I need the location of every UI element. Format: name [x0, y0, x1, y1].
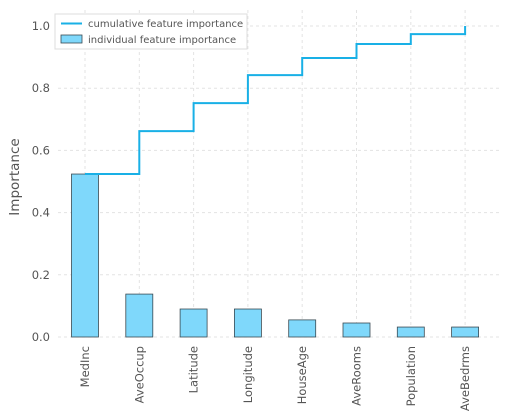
bar-population [396, 326, 425, 338]
bar-longitude [233, 308, 262, 338]
cumulative-line-group [85, 26, 467, 176]
legend-label-cumulative: cumulative feature importance [88, 19, 243, 30]
bar-averooms [342, 322, 371, 338]
legend: cumulative feature importance individual… [54, 13, 248, 50]
x-tick-label-longitude: Longitude [241, 346, 255, 403]
y-tick-label-5: 1.0 [32, 19, 50, 33]
x-tick-label-population: Population [404, 346, 418, 406]
bar-aveoccup [125, 293, 154, 338]
x-tick-label-latitude: Latitude [187, 346, 201, 393]
x-tick-label-houseage: HouseAge [295, 346, 309, 404]
bar-medinc [71, 173, 99, 338]
x-tick-label-aveoccup: AveOccup [132, 346, 146, 403]
bar-avebedrms [451, 326, 480, 338]
y-tick-label-1: 0.2 [32, 268, 50, 282]
cumulative-importance-line [85, 26, 467, 176]
y-tick-label-2: 0.4 [32, 206, 50, 220]
x-tick-label-medinc: MedInc [78, 346, 92, 387]
bar-houseage [288, 319, 317, 338]
y-tick-label-4: 0.8 [32, 81, 50, 95]
bar-latitude [179, 308, 208, 338]
x-tick-label-averooms: AveRooms [350, 346, 364, 406]
y-tick-label-3: 0.6 [32, 143, 50, 157]
y-axis-label: Importance [7, 138, 23, 215]
legend-box [54, 13, 248, 50]
y-axis-ticks: 0.0 0.2 0.4 0.6 0.8 1.0 [32, 19, 50, 344]
x-axis-ticks: MedInc AveOccup Latitude Longitude HouseAge A… [78, 346, 472, 411]
legend-label-individual: individual feature importance [88, 35, 236, 46]
legend-bar-swatch [60, 34, 83, 44]
bars-group [71, 173, 480, 338]
x-tick-label-avebedrms: AveBedrms [458, 346, 472, 411]
y-tick-label-0: 0.0 [32, 330, 50, 344]
